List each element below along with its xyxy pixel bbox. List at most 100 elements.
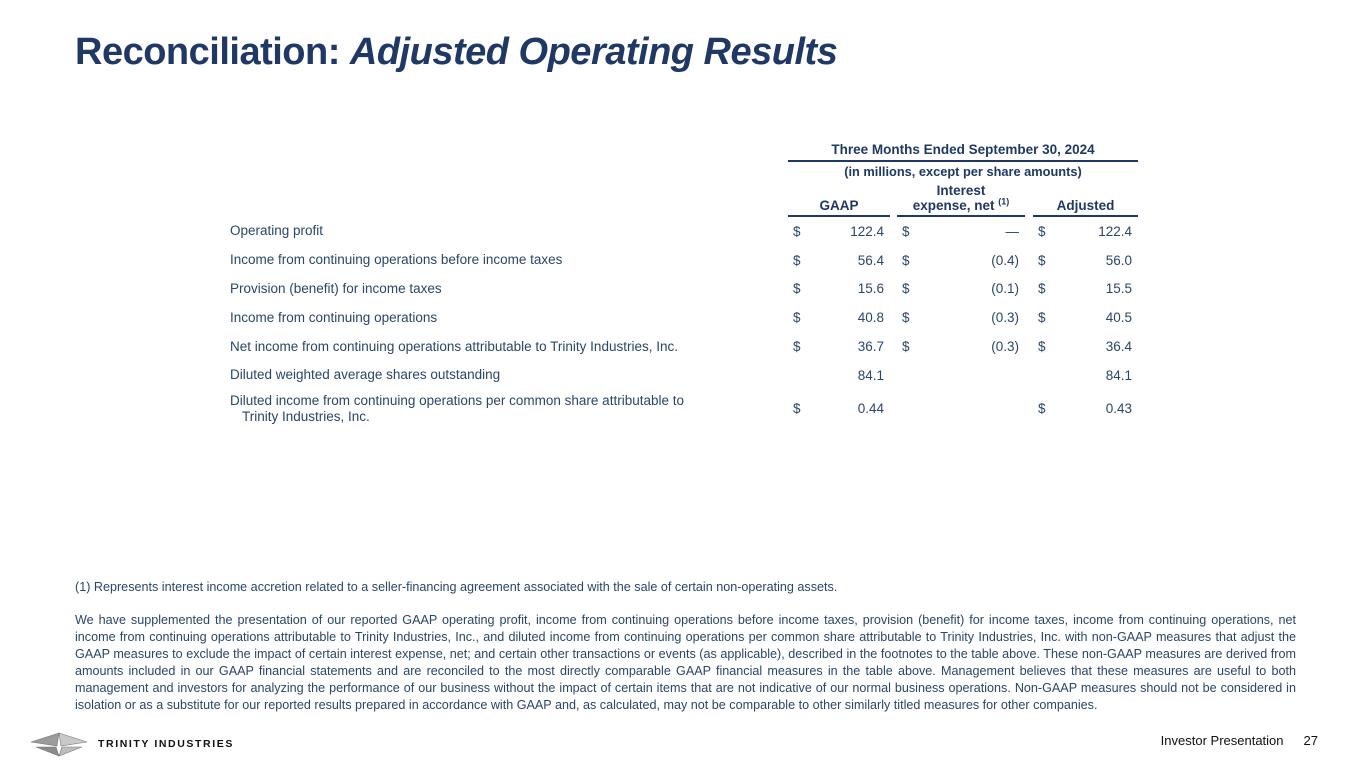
table-row: Income from continuing operations $ 40.8… (230, 303, 1138, 332)
row-label: Diluted weighted average shares outstand… (230, 367, 788, 383)
table-row: Provision (benefit) for income taxes $ 1… (230, 275, 1138, 304)
row-label: Diluted income from continuing operation… (230, 393, 788, 425)
page-number: 27 (1303, 733, 1318, 748)
company-name: TRINITY INDUSTRIES (98, 738, 234, 750)
gaap-value: 15.6 (857, 281, 884, 297)
interest-dollar-sign: $ (902, 281, 910, 297)
column-header-interest-expense: Interest expense, net (1) (897, 183, 1025, 217)
gaap-dollar-sign: $ (793, 281, 801, 297)
interest-dollar-sign: $ (902, 310, 910, 326)
row-label-line1: Provision (benefit) for income taxes (230, 280, 442, 296)
interest-value: (0.3) (991, 339, 1019, 355)
column-header-adjusted: Adjusted (1033, 198, 1138, 217)
adjusted-dollar-sign: $ (1038, 339, 1046, 355)
gaap-dollar-sign: $ (793, 223, 801, 239)
table-row: Income from continuing operations before… (230, 246, 1138, 275)
row-label: Income from continuing operations before… (230, 252, 788, 268)
footer-meta: Investor Presentation 27 (1161, 733, 1318, 748)
gaap-value-cell: $ 56.4 (788, 253, 890, 268)
adjusted-dollar-sign: $ (1038, 252, 1046, 268)
row-label-line1: Diluted income from continuing operation… (230, 392, 684, 408)
interest-dollar-sign: $ (902, 339, 910, 355)
table-period-header: Three Months Ended September 30, 2024 (788, 140, 1138, 162)
footer-brand: TRINITY INDUSTRIES (30, 731, 234, 757)
table-row: Operating profit $ 122.4 $ — $ 122.4 (230, 217, 1138, 246)
footer-presentation-label: Investor Presentation (1160, 733, 1284, 748)
gaap-dollar-sign: $ (793, 401, 801, 417)
gaap-value-cell: 84.1 (788, 368, 890, 383)
adjusted-value-cell: $ 40.5 (1033, 310, 1138, 325)
footnote-1: (1) Represents interest income accretion… (75, 580, 838, 594)
adjusted-dollar-sign: $ (1038, 281, 1046, 297)
gaap-value: 122.4 (850, 223, 884, 239)
gaap-dollar-sign: $ (793, 310, 801, 326)
adjusted-value-cell: $ 36.4 (1033, 339, 1138, 354)
adjusted-value: 15.5 (1105, 281, 1132, 297)
footnote-1-marker: (1) (998, 196, 1010, 207)
adjusted-value-cell: $ 122.4 (1033, 224, 1138, 239)
gaap-value-cell: $ 36.7 (788, 339, 890, 354)
interest-header-line2: expense, net (912, 198, 999, 213)
gaap-value: 40.8 (857, 310, 884, 326)
non-gaap-disclosure-paragraph: We have supplemented the presentation of… (75, 613, 1296, 712)
gaap-value-cell: $ 40.8 (788, 310, 890, 325)
interest-value: — (1005, 223, 1020, 239)
adjusted-value-cell: $ 0.43 (1033, 401, 1138, 416)
page-title-regular: Reconciliation: (75, 31, 350, 73)
interest-dollar-sign: $ (902, 252, 910, 268)
interest-value-cell: $ (0.3) (897, 310, 1025, 325)
adjusted-value: 122.4 (1098, 223, 1132, 239)
reconciliation-table: Three Months Ended September 30, 2024 (i… (230, 140, 1138, 428)
adjusted-dollar-sign: $ (1038, 223, 1046, 239)
adjusted-value: 0.43 (1105, 401, 1132, 417)
gaap-value-cell: $ 15.6 (788, 281, 890, 296)
table-units-note: (in millions, except per share amounts) (844, 164, 1082, 179)
adjusted-value-cell: 84.1 (1033, 368, 1138, 383)
gaap-value-cell: $ 0.44 (788, 401, 890, 416)
row-label-line1: Net income from continuing operations at… (230, 338, 678, 354)
interest-dollar-sign: $ (902, 223, 910, 239)
trinity-logo-icon (30, 732, 88, 757)
adjusted-dollar-sign: $ (1038, 401, 1046, 417)
row-label: Net income from continuing operations at… (230, 339, 788, 355)
gaap-value: 84.1 (857, 367, 884, 383)
interest-value-cell: $ (0.1) (897, 281, 1025, 296)
page-title: Reconciliation: Adjusted Operating Resul… (75, 31, 838, 74)
row-label-line2: Trinity Industries, Inc. (242, 408, 370, 424)
gaap-value: 0.44 (857, 401, 884, 417)
gaap-value: 56.4 (857, 252, 884, 268)
row-label: Income from continuing operations (230, 310, 788, 326)
table-column-headers: GAAP Interest expense, net (1) Adjusted (788, 183, 1138, 217)
row-label-line1: Diluted weighted average shares outstand… (230, 367, 501, 383)
table-row: Net income from continuing operations at… (230, 332, 1138, 361)
gaap-dollar-sign: $ (793, 252, 801, 268)
interest-value: (0.1) (991, 281, 1019, 297)
interest-header-line1: Interest (936, 183, 986, 198)
interest-value-cell: $ (0.4) (897, 253, 1025, 268)
row-label: Operating profit (230, 223, 788, 239)
adjusted-value: 84.1 (1105, 367, 1132, 383)
row-label-line1: Operating profit (230, 223, 324, 239)
adjusted-value: 36.4 (1105, 339, 1132, 355)
adjusted-value: 40.5 (1105, 310, 1132, 326)
table-body: Operating profit $ 122.4 $ — $ 122.4 Inc… (230, 217, 1138, 428)
table-row: Diluted income from continuing operation… (230, 390, 1138, 428)
row-label: Provision (benefit) for income taxes (230, 281, 788, 297)
adjusted-value-cell: $ 56.0 (1033, 253, 1138, 268)
row-label-line1: Income from continuing operations before… (230, 252, 563, 268)
adjusted-value-cell: $ 15.5 (1033, 281, 1138, 296)
gaap-value: 36.7 (857, 339, 884, 355)
interest-value-cell: $ — (897, 224, 1025, 239)
column-header-gaap: GAAP (788, 198, 890, 217)
table-row: Diluted weighted average shares outstand… (230, 361, 1138, 390)
interest-value-cell: $ (0.3) (897, 339, 1025, 354)
page-title-italic: Adjusted Operating Results (349, 31, 838, 73)
adjusted-value: 56.0 (1105, 252, 1132, 268)
gaap-value-cell: $ 122.4 (788, 224, 890, 239)
row-label-line1: Income from continuing operations (230, 309, 438, 325)
adjusted-dollar-sign: $ (1038, 310, 1046, 326)
interest-value: (0.4) (991, 252, 1019, 268)
gaap-dollar-sign: $ (793, 339, 801, 355)
interest-value: (0.3) (991, 310, 1019, 326)
